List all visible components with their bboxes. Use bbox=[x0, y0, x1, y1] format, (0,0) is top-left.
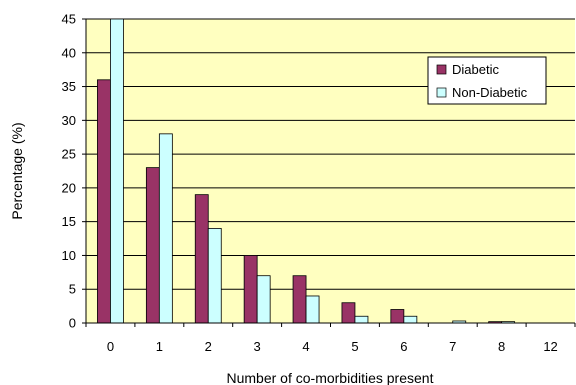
x-tick-label: 0 bbox=[107, 339, 114, 354]
x-tick-label: 5 bbox=[351, 339, 358, 354]
x-axis-title: Number of co-morbidities present bbox=[227, 370, 434, 385]
bar-diabetic bbox=[194, 194, 209, 324]
legend-label-non-diabetic: Non-Diabetic bbox=[452, 85, 528, 100]
x-tick-label: 12 bbox=[543, 339, 557, 354]
x-tick-label: 2 bbox=[205, 339, 212, 354]
bar-diabetic bbox=[292, 275, 307, 324]
bar-diabetic bbox=[341, 302, 356, 324]
x-tick-label: 6 bbox=[400, 339, 407, 354]
bar-diabetic bbox=[97, 79, 111, 324]
y-tick-label: 0 bbox=[69, 316, 76, 331]
bar-non-diabetic bbox=[110, 18, 124, 324]
legend: Diabetic Non-Diabetic bbox=[427, 56, 547, 105]
y-tick-label: 25 bbox=[62, 147, 76, 162]
x-tick-labels: 0 1 2 3 4 5 6 7 8 12 bbox=[85, 323, 576, 354]
bar-non-diabetic bbox=[354, 315, 369, 324]
legend-swatch-diabetic bbox=[436, 64, 447, 75]
y-tick-label: 5 bbox=[69, 282, 76, 297]
x-tick-label: 7 bbox=[449, 339, 456, 354]
bar-diabetic bbox=[145, 167, 160, 324]
y-tick-label: 35 bbox=[62, 79, 76, 94]
y-tick-label: 40 bbox=[62, 45, 76, 60]
x-tick-label: 1 bbox=[156, 339, 163, 354]
y-tick-label: 10 bbox=[62, 248, 76, 263]
bar-non-diabetic bbox=[256, 275, 271, 324]
bar-non-diabetic bbox=[403, 315, 418, 324]
y-tick-label: 15 bbox=[62, 214, 76, 229]
legend-swatch-non-diabetic bbox=[436, 87, 447, 98]
bar-non-diabetic bbox=[158, 133, 173, 324]
bar-diabetic bbox=[243, 255, 258, 324]
y-tick-label: 30 bbox=[62, 113, 76, 128]
legend-box bbox=[427, 56, 547, 105]
y-axis-title: Percentage (%) bbox=[9, 122, 25, 219]
bars bbox=[97, 18, 516, 324]
legend-label-diabetic: Diabetic bbox=[452, 62, 499, 77]
bar-diabetic bbox=[390, 309, 405, 324]
bar-non-diabetic bbox=[305, 295, 320, 324]
bar-non-diabetic bbox=[207, 228, 222, 324]
x-tick-label: 8 bbox=[498, 339, 505, 354]
y-tick-label: 45 bbox=[62, 12, 76, 27]
x-tick-label: 4 bbox=[302, 339, 309, 354]
y-tick-labels: 0 5 10 15 20 25 30 35 40 45 bbox=[62, 12, 86, 331]
y-tick-label: 20 bbox=[62, 180, 76, 195]
x-tick-label: 3 bbox=[254, 339, 261, 354]
